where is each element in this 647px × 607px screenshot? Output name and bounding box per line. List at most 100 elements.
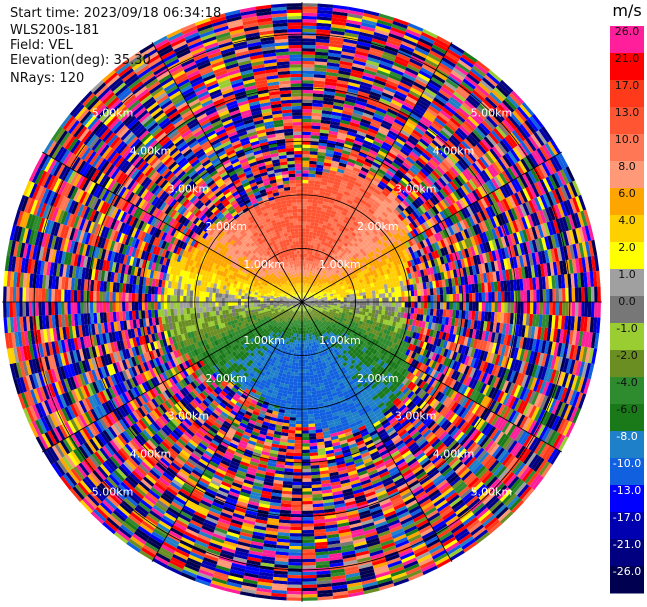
velocity-gate: [351, 115, 362, 122]
velocity-gate: [328, 133, 338, 139]
velocity-gate: [449, 294, 454, 302]
velocity-gate: [388, 297, 392, 302]
velocity-gate: [312, 235, 317, 240]
velocity-gate: [395, 55, 410, 65]
velocity-gate: [387, 311, 392, 317]
velocity-gate: [334, 144, 344, 150]
velocity-gate: [529, 289, 534, 302]
velocity-gate: [304, 247, 308, 251]
velocity-gate: [377, 150, 388, 158]
velocity-gate: [413, 307, 418, 315]
velocity-gate: [341, 149, 351, 156]
velocity-gate: [336, 168, 345, 174]
velocity-gate: [321, 207, 327, 212]
velocity-gate: [307, 267, 310, 271]
velocity-gate: [344, 216, 351, 222]
velocity-gate: [330, 166, 338, 172]
velocity-gate: [308, 267, 312, 271]
velocity-gate: [415, 43, 431, 53]
velocity-gate: [310, 277, 313, 282]
velocity-gate: [358, 87, 371, 95]
velocity-gate: [356, 298, 360, 302]
velocity-gate: [397, 312, 402, 318]
velocity-gate: [302, 141, 311, 145]
velocity-gate: [558, 302, 563, 316]
velocity-gate: [302, 295, 304, 299]
velocity-gate: [334, 225, 340, 231]
velocity-gate: [309, 228, 314, 233]
velocity-gate: [353, 299, 357, 302]
velocity-gate: [320, 184, 327, 189]
velocity-gate: [311, 122, 321, 127]
velocity-gate: [411, 84, 425, 94]
velocity-gate: [326, 205, 333, 211]
velocity-gate: [327, 52, 342, 58]
velocity-gate: [326, 185, 333, 191]
velocity-gate: [383, 48, 398, 56]
velocity-gate: [385, 302, 389, 307]
velocity-gate: [425, 84, 439, 95]
velocity-gate: [315, 48, 329, 53]
velocity-gate: [357, 154, 367, 162]
velocity-gate: [394, 58, 408, 68]
velocity-gate: [314, 51, 329, 56]
velocity-gate: [385, 111, 397, 119]
velocity-gate: [302, 83, 314, 87]
velocity-gate: [354, 103, 366, 110]
velocity-gate: [581, 302, 585, 317]
velocity-gate: [309, 270, 312, 275]
velocity-gate: [302, 208, 307, 213]
velocity-gate: [391, 64, 406, 73]
velocity-gate: [363, 193, 371, 200]
velocity-gate: [319, 217, 325, 222]
velocity-gate: [303, 292, 305, 296]
velocity-gate: [426, 55, 441, 66]
velocity-gate: [431, 44, 447, 55]
velocity-gate: [304, 253, 308, 258]
velocity-gate: [353, 198, 360, 205]
velocity-gate: [549, 302, 553, 316]
velocity-gate: [343, 226, 350, 232]
velocity-gate: [344, 32, 359, 38]
velocity-gate: [328, 258, 333, 263]
velocity-gate: [319, 129, 330, 134]
velocity-gate: [322, 103, 334, 109]
velocity-gate: [302, 179, 309, 184]
velocity-gate: [380, 122, 392, 131]
velocity-gate: [376, 131, 387, 139]
velocity-gate: [314, 252, 318, 257]
velocity-gate: [314, 67, 327, 72]
velocity-gate: [398, 302, 402, 308]
velocity-gate: [315, 167, 324, 172]
velocity-gate: [350, 302, 354, 305]
velocity-gate: [311, 209, 317, 214]
velocity-gate: [323, 198, 330, 203]
velocity-gate: [372, 305, 376, 310]
velocity-gate: [321, 175, 329, 180]
velocity-gate: [306, 212, 312, 216]
velocity-gate: [327, 59, 341, 64]
velocity-gate: [303, 266, 306, 271]
velocity-gate: [302, 105, 313, 110]
velocity-gate: [330, 27, 346, 33]
velocity-gate: [378, 293, 383, 298]
velocity-gate: [587, 286, 592, 302]
velocity-gate: [330, 121, 341, 126]
velocity-gate: [335, 86, 348, 92]
velocity-gate: [340, 156, 349, 162]
velocity-gate: [319, 268, 324, 273]
velocity-gate: [312, 93, 324, 98]
velocity-gate: [317, 226, 322, 231]
velocity-gate: [332, 154, 342, 160]
velocity-gate: [324, 155, 333, 161]
velocity-gate: [308, 238, 313, 242]
velocity-gate: [345, 94, 357, 101]
velocity-gate: [308, 167, 317, 171]
velocity-gate: [310, 271, 314, 275]
velocity-gate: [395, 137, 406, 146]
velocity-gate: [361, 142, 372, 150]
velocity-gate: [375, 25, 391, 33]
velocity-gate: [315, 35, 330, 40]
velocity-gate: [325, 71, 339, 77]
velocity-gate: [308, 274, 311, 278]
